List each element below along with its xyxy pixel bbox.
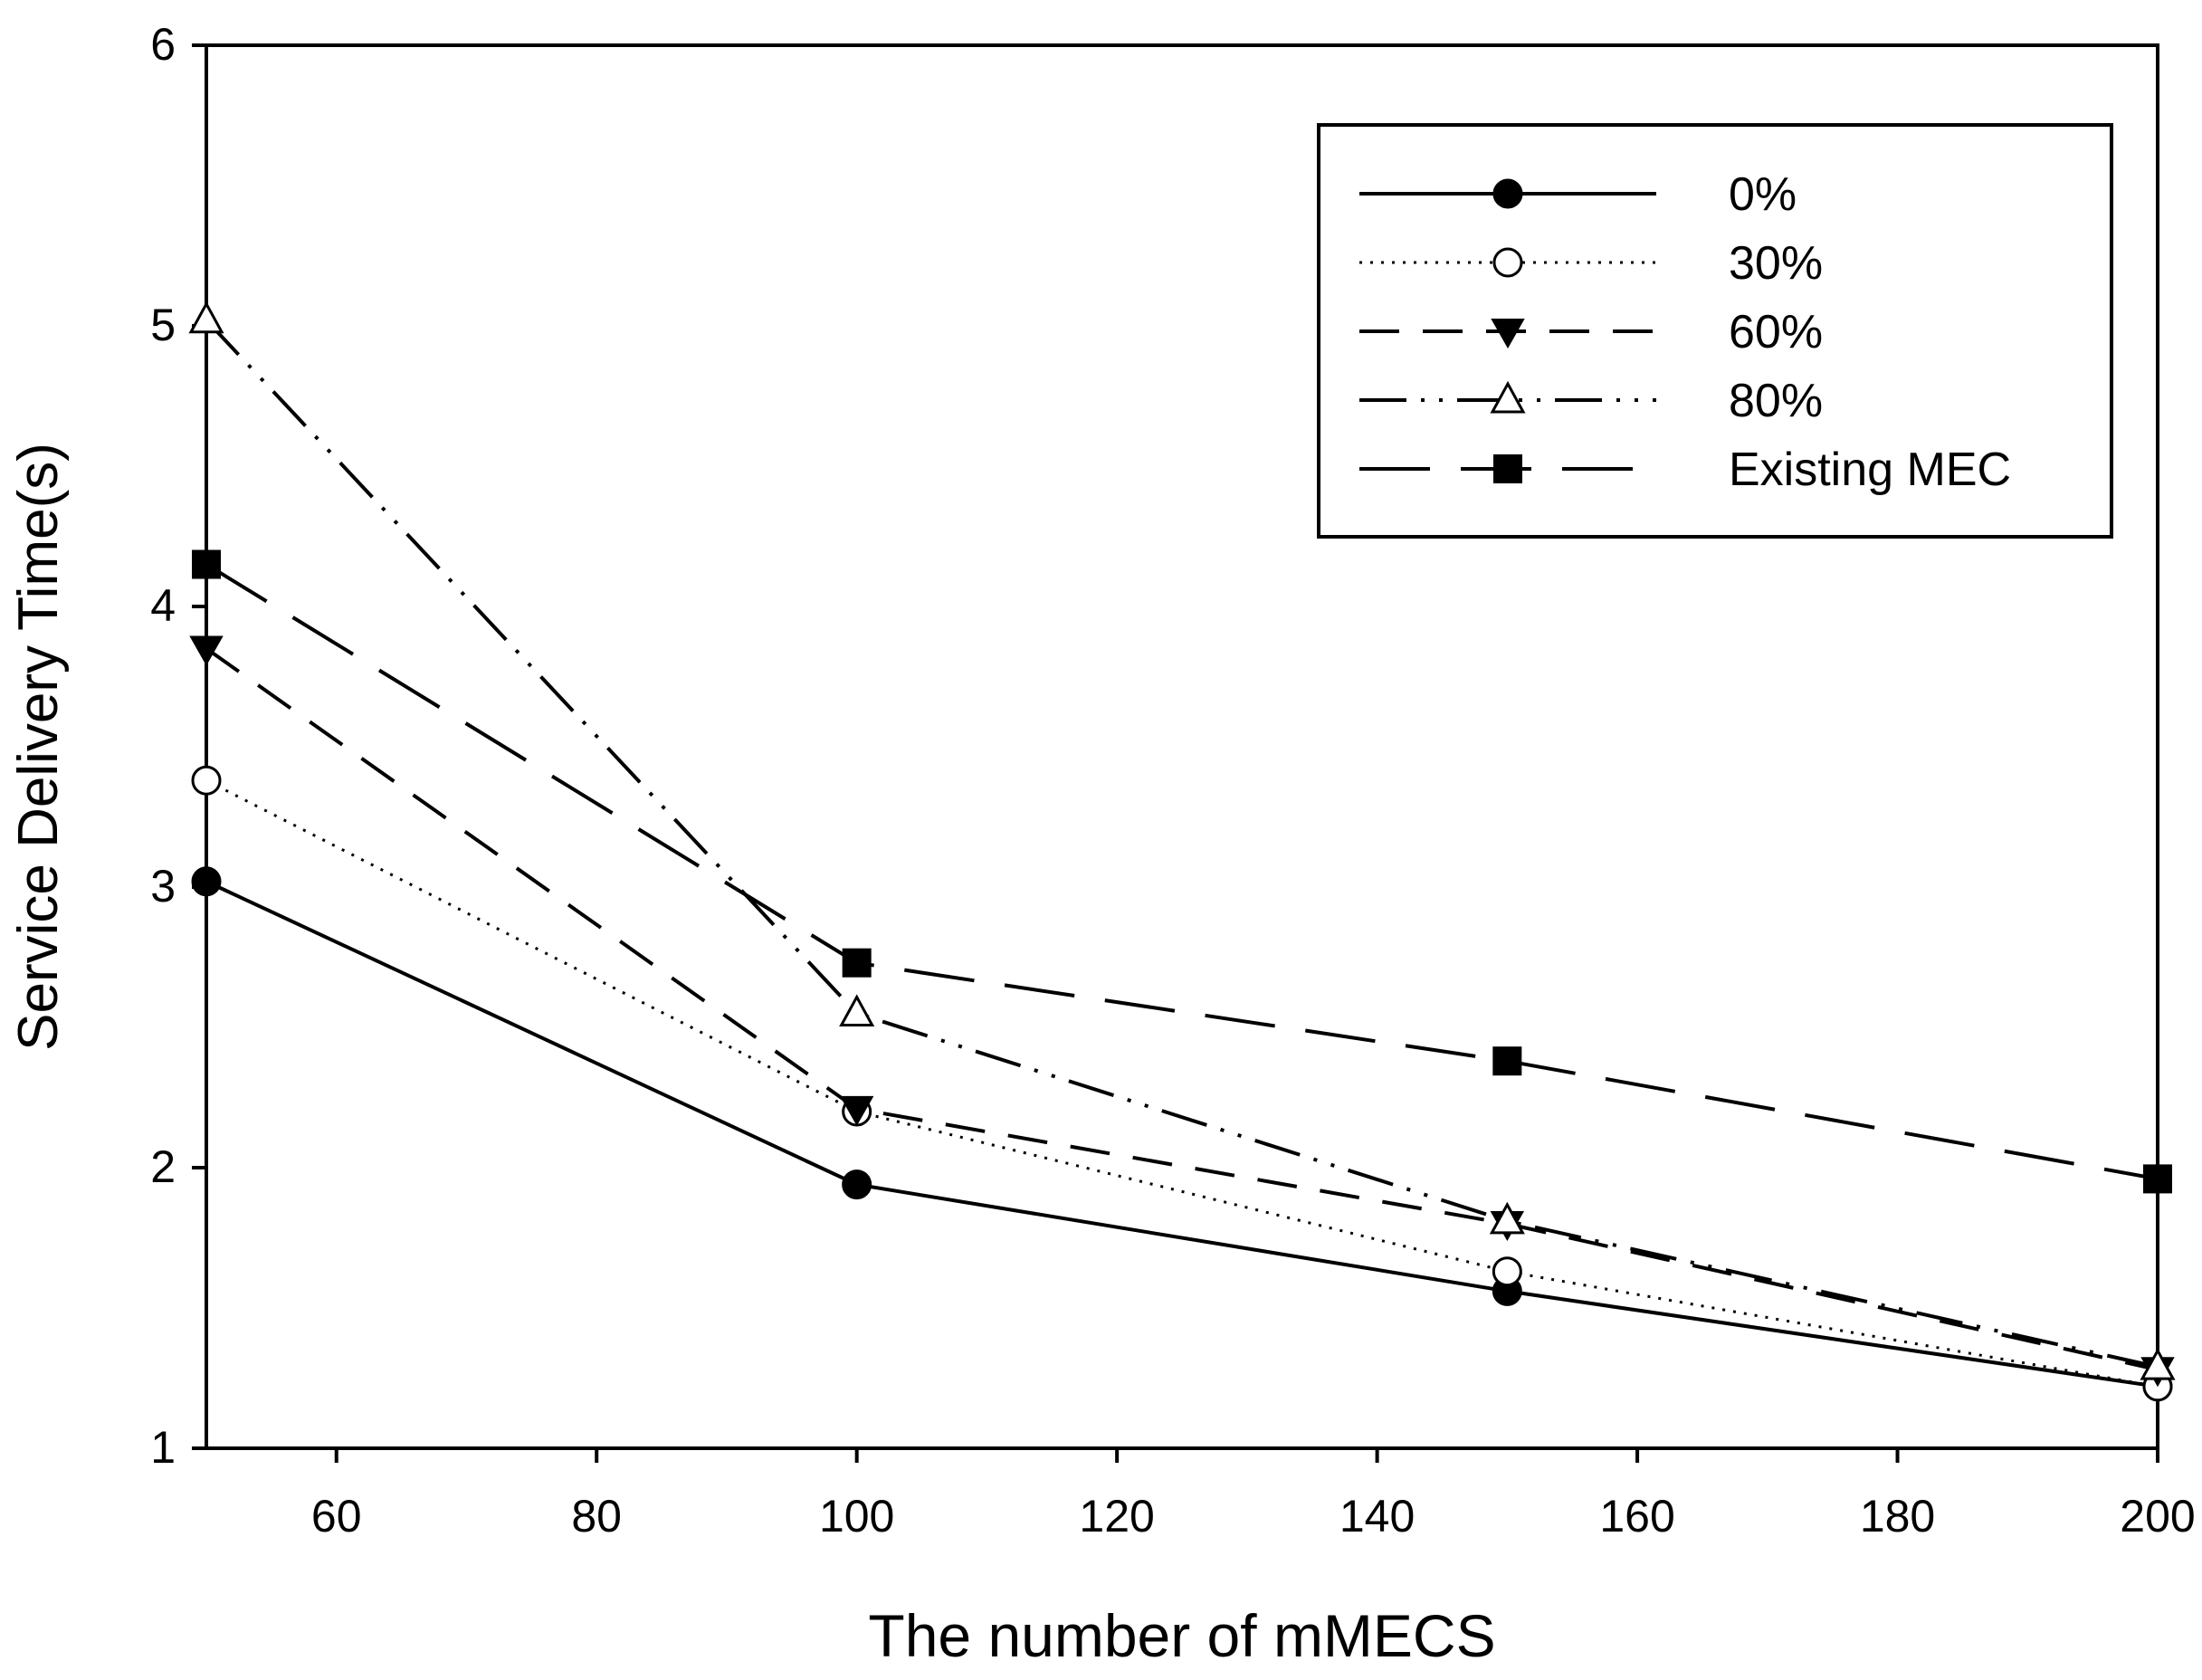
series-markers <box>188 301 2176 1402</box>
legend: 0% 30% 60% 80% Existing MEC <box>1317 123 2113 539</box>
data-point <box>1489 1201 1525 1235</box>
x-tick-label: 140 <box>1339 1491 1415 1542</box>
x-axis-ticks: 60 80 100 120 140 160 180 200 <box>311 1448 2196 1542</box>
data-point <box>842 948 872 978</box>
data-point <box>192 549 221 579</box>
data-point <box>191 765 222 796</box>
series-line <box>205 778 2159 1389</box>
x-tick-label: 180 <box>1860 1491 1935 1542</box>
legend-marker <box>1492 247 1523 278</box>
x-tick-label: 80 <box>571 1491 622 1542</box>
data-point <box>839 994 875 1026</box>
legend-label: 30% <box>1729 237 1823 290</box>
legend-marker <box>1492 178 1523 209</box>
y-tick-label: 6 <box>150 19 176 70</box>
data-point <box>189 635 224 666</box>
legend-label: 60% <box>1729 306 1823 358</box>
x-tick-label: 160 <box>1599 1491 1674 1542</box>
legend-marker <box>1490 380 1526 414</box>
data-point <box>839 1095 874 1126</box>
legend-label: Existing MEC <box>1729 444 2011 496</box>
y-tick-label: 3 <box>150 861 176 912</box>
legend-label: 80% <box>1729 375 1823 427</box>
series-lines <box>205 319 2159 1389</box>
y-tick-label: 2 <box>150 1141 176 1192</box>
y-tick-label: 5 <box>150 300 176 350</box>
data-point <box>188 301 224 334</box>
plot-frame <box>205 43 2159 1450</box>
legend-label: 0% <box>1729 168 1797 221</box>
legend-marker <box>1493 454 1522 483</box>
series-line <box>205 319 2159 1370</box>
data-point <box>842 1169 872 1200</box>
y-axis-label: Service Delivery Time(s) <box>7 443 70 1051</box>
data-point <box>1492 1046 1522 1076</box>
x-tick-label: 200 <box>2120 1491 2195 1542</box>
data-point <box>191 866 222 897</box>
x-axis-label: The number of mMECS <box>868 1602 1495 1669</box>
series-line <box>205 562 2159 1181</box>
x-tick-label: 100 <box>819 1491 894 1542</box>
y-tick-label: 4 <box>150 580 176 631</box>
data-point <box>2143 1164 2172 1194</box>
data-point <box>1492 1256 1522 1287</box>
y-axis-ticks: 1 2 3 4 5 6 <box>150 19 206 1473</box>
x-tick-label: 60 <box>311 1491 362 1542</box>
series-line <box>205 646 2159 1372</box>
legend-marker <box>1491 319 1525 349</box>
series-line <box>205 879 2159 1389</box>
x-tick-label: 120 <box>1079 1491 1154 1542</box>
y-tick-label: 1 <box>150 1422 176 1473</box>
data-point <box>2140 1347 2176 1380</box>
